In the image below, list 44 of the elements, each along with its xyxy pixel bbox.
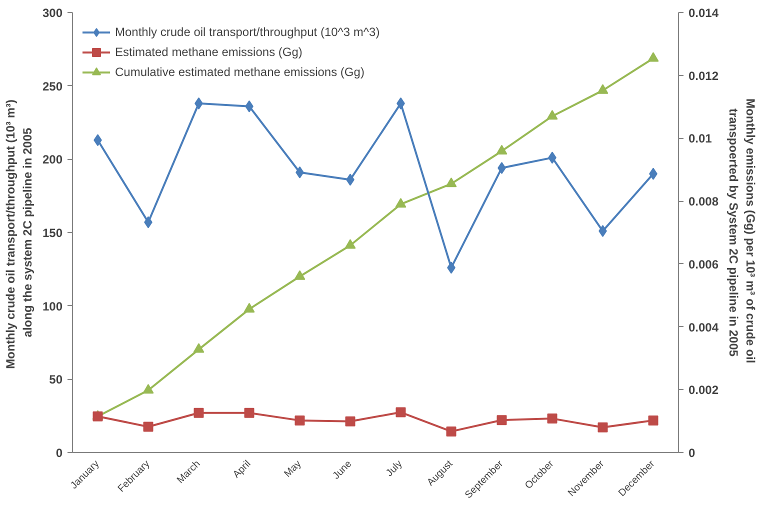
y-tick-label: 0: [56, 446, 63, 460]
point: [396, 407, 406, 418]
point: [648, 52, 659, 62]
point: [648, 415, 658, 426]
point: [194, 408, 204, 418]
point: [294, 415, 305, 426]
y-tick-label: 250: [42, 79, 63, 94]
point: [547, 414, 558, 424]
y2-tick-label: 0.008: [688, 194, 719, 209]
point: [142, 384, 154, 394]
y2-tick-label: 0.014: [688, 6, 719, 20]
y-tick-label: 200: [42, 152, 63, 167]
point: [143, 422, 154, 432]
point: [496, 415, 507, 426]
legend-label: Cumulative estimated methane emissions (Gg): [115, 65, 364, 79]
legend-label: Estimated methane emissions (Gg): [115, 45, 302, 59]
x-tick-label: May: [282, 458, 304, 480]
point: [446, 426, 456, 436]
y-tick-label: 150: [42, 226, 63, 240]
point: [294, 270, 306, 280]
y2-tick-label: 0: [688, 446, 696, 460]
point: [395, 198, 406, 208]
x-tick-label: July: [384, 458, 405, 479]
point: [345, 416, 356, 426]
point: [244, 408, 254, 418]
y-tick-label: 300: [42, 6, 63, 20]
point: [446, 178, 457, 188]
y2-axis-title: Monthly emissions (Gg) per 10³ m³ of crude oil transpoerted by System 2C pipeline in 2005: [726, 98, 758, 364]
y-tick-label: 100: [42, 299, 63, 314]
y-tick-label: 50: [49, 372, 63, 387]
legend-label: Monthly crude oil transport/throughput (10^3 m^3): [115, 25, 380, 39]
y2-tick-label: 0.01: [688, 132, 712, 146]
point: [597, 84, 608, 94]
y2-tick-label: 0.006: [688, 257, 719, 272]
point: [546, 110, 558, 120]
y-axis-title: Monthly crude oil transport/throughput (10³ m³) along the system 2C pipeline in 2005: [4, 99, 34, 369]
y2-tick-label: 0.012: [688, 68, 719, 83]
point: [598, 422, 608, 432]
point: [496, 144, 508, 154]
point: [244, 302, 255, 313]
y2-tick-label: 0.004: [688, 320, 719, 334]
point: [344, 239, 356, 249]
y2-tick-label: 0.002: [688, 383, 719, 398]
point: [193, 343, 204, 353]
